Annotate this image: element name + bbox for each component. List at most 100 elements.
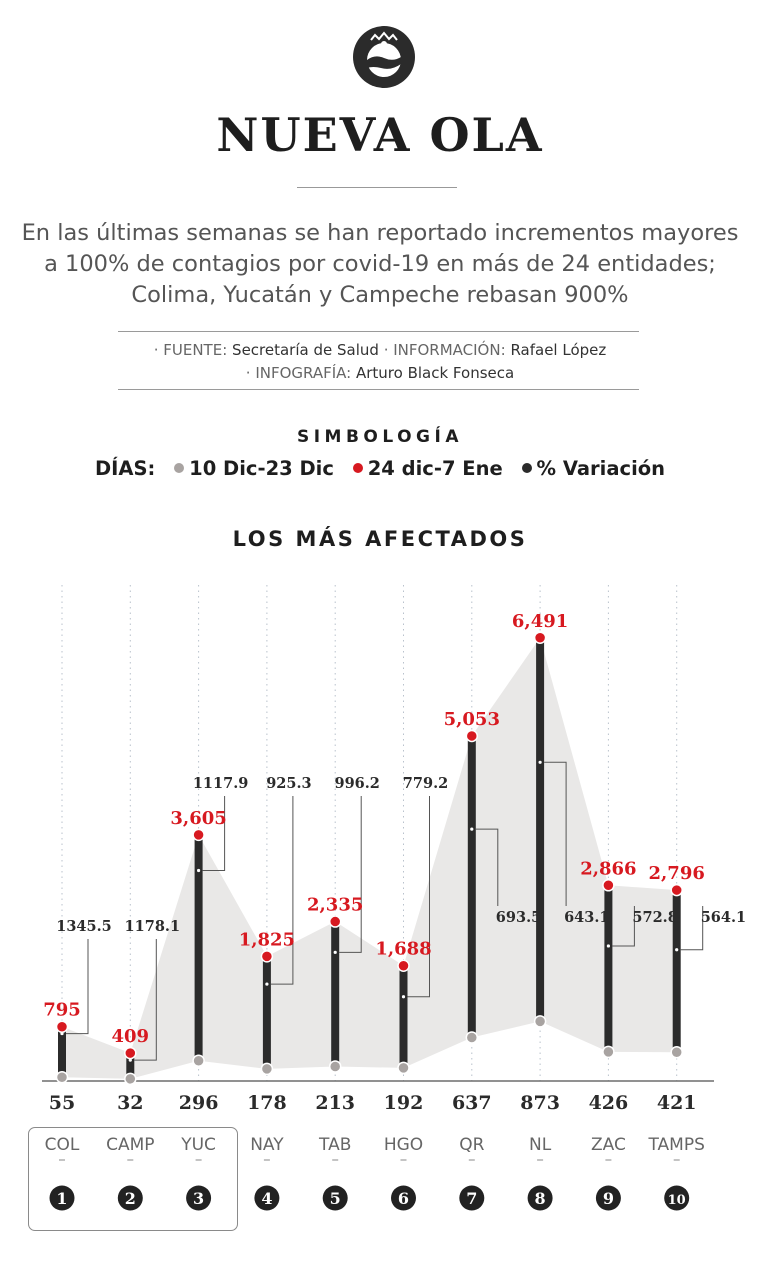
data-label-after-CAMP: 409 xyxy=(112,1026,150,1047)
variation-bar-TAMPS xyxy=(672,890,681,1053)
rank-number-HGO: 6 xyxy=(398,1189,409,1208)
rank-badge-NL xyxy=(527,1185,553,1211)
point-after-COL xyxy=(55,1020,69,1033)
infographic-value: Arturo Black Fonseca xyxy=(355,364,515,382)
variation-leader-TAB xyxy=(339,796,362,953)
variation-tick-QR xyxy=(470,827,474,831)
variation-tick-TAB xyxy=(333,950,337,954)
legend-item-variation: % Variación xyxy=(521,457,666,480)
point-before-QR xyxy=(465,1031,479,1044)
variation-bar-CAMP xyxy=(126,1053,135,1079)
legend-dot-after xyxy=(352,463,363,473)
point-after-ZAC xyxy=(602,879,615,892)
variation-leader-CAMP xyxy=(134,939,157,1061)
point-after-QR xyxy=(465,729,479,743)
data-label-after-YUC: 3,605 xyxy=(170,808,226,829)
legend-dot-before xyxy=(174,463,185,473)
variation-bar-TAB xyxy=(331,921,340,1067)
chart-title: LOS MÁS AFECTADOS xyxy=(232,527,528,551)
legend-label-after: 24 dic-7 Ene xyxy=(367,457,503,480)
variation-leader-QR xyxy=(475,828,499,906)
state-label-QR: QR xyxy=(459,1135,484,1155)
legend-label-variation: % Variación xyxy=(536,457,666,480)
variation-leader-NL xyxy=(544,761,567,906)
variation-bar-YUC xyxy=(194,834,203,1061)
rank-number-NAY: 4 xyxy=(261,1189,272,1208)
data-label-variation-TAMPS: 564.1 xyxy=(701,909,746,926)
data-label-before-HGO: 192 xyxy=(384,1092,424,1114)
state-label-YUC: YUC xyxy=(180,1135,216,1155)
point-before-YUC xyxy=(192,1054,205,1068)
data-label-variation-YUC: 1117.9 xyxy=(193,775,249,792)
rank-badge-TAMPS xyxy=(664,1185,690,1211)
rank-badge-CAMP xyxy=(117,1185,143,1211)
data-label-variation-NL: 643.1 xyxy=(564,909,609,926)
data-label-before-YUC: 296 xyxy=(179,1092,219,1114)
subtitle: En las últimas semanas se han reportado … xyxy=(0,218,760,311)
variation-bar-QR xyxy=(467,735,476,1038)
variation-bar-ZAC xyxy=(604,885,613,1052)
top-three-highlight-box xyxy=(28,1127,238,1231)
data-label-variation-HGO: 779.2 xyxy=(403,775,448,792)
title-divider xyxy=(297,187,457,188)
point-before-CAMP xyxy=(124,1072,137,1086)
rank-badge-QR xyxy=(459,1185,485,1211)
point-before-HGO xyxy=(397,1061,410,1075)
data-label-after-TAMPS: 2,796 xyxy=(649,863,705,884)
range-area xyxy=(62,637,677,1079)
variation-leader-COL xyxy=(66,939,89,1035)
info-value: Rafael López xyxy=(510,341,607,359)
subtitle-line-1: En las últimas semanas se han reportado … xyxy=(21,220,739,246)
data-label-before-NL: 873 xyxy=(520,1092,560,1114)
point-before-NAY xyxy=(260,1062,274,1076)
infographic-label: · INFOGRAFÍA: xyxy=(245,364,352,382)
rank-number-ZAC: 9 xyxy=(603,1189,614,1208)
variation-tick-TAMPS xyxy=(675,948,679,952)
data-label-variation-QR: 693.5 xyxy=(496,909,541,926)
point-after-TAB xyxy=(328,915,342,928)
subtitle-line-3: Colima, Yucatán y Campeche rebasan 900% xyxy=(131,282,629,308)
variation-tick-YUC xyxy=(197,868,201,873)
data-label-before-ZAC: 426 xyxy=(589,1092,629,1114)
variation-leader-YUC xyxy=(202,796,226,871)
data-label-after-COL: 795 xyxy=(43,1000,81,1021)
state-label-NAY: NAY xyxy=(250,1135,284,1155)
variation-bar-NAY xyxy=(262,956,271,1069)
state-label-CAMP: CAMP xyxy=(106,1135,154,1155)
variation-bar-HGO xyxy=(399,965,408,1068)
variation-tick-ZAC xyxy=(606,944,611,948)
data-label-before-TAMPS: 421 xyxy=(657,1092,697,1114)
legend-label-before: 10 Dic-23 Dic xyxy=(189,457,334,480)
data-label-after-ZAC: 2,866 xyxy=(580,858,636,879)
rank-badge-NAY xyxy=(254,1185,280,1211)
data-label-variation-NAY: 925.3 xyxy=(266,775,311,792)
variation-tick-CAMP xyxy=(128,1058,132,1062)
point-before-ZAC xyxy=(602,1045,615,1059)
data-label-after-NAY: 1,825 xyxy=(239,929,295,950)
point-before-TAMPS xyxy=(670,1046,683,1059)
credits: · FUENTE: Secretaría de Salud · INFORMAC… xyxy=(0,339,760,385)
info-label: · INFORMACIÓN: xyxy=(383,341,506,359)
credits-top-rule xyxy=(118,331,639,332)
point-after-CAMP xyxy=(124,1046,137,1060)
variation-leader-HGO xyxy=(407,796,430,998)
point-before-NL xyxy=(533,1015,547,1028)
point-after-TAMPS xyxy=(670,883,683,897)
data-label-before-NAY: 178 xyxy=(247,1092,287,1114)
data-label-before-CAMP: 32 xyxy=(117,1092,143,1114)
state-label-NL: NL xyxy=(529,1135,552,1155)
page-title: NUEVA OLA xyxy=(216,108,544,162)
legend-days-label: DÍAS: xyxy=(94,457,156,480)
point-after-NAY xyxy=(260,950,274,963)
legend-title: SIMBOLOGÍA xyxy=(296,427,463,447)
data-label-after-HGO: 1,688 xyxy=(375,939,431,960)
variation-bar-COL xyxy=(58,1026,66,1078)
rank-number-NL: 8 xyxy=(535,1189,546,1208)
legend-dot-variation xyxy=(521,463,532,473)
rank-badge-ZAC xyxy=(595,1185,621,1211)
variation-leader-NAY xyxy=(270,796,294,985)
state-label-ZAC: ZAC xyxy=(591,1135,626,1155)
subtitle-line-2: a 100% de contagios por covid-19 en más … xyxy=(44,251,716,277)
state-label-TAMPS: TAMPS xyxy=(647,1135,704,1155)
data-label-before-COL: 55 xyxy=(49,1092,75,1114)
